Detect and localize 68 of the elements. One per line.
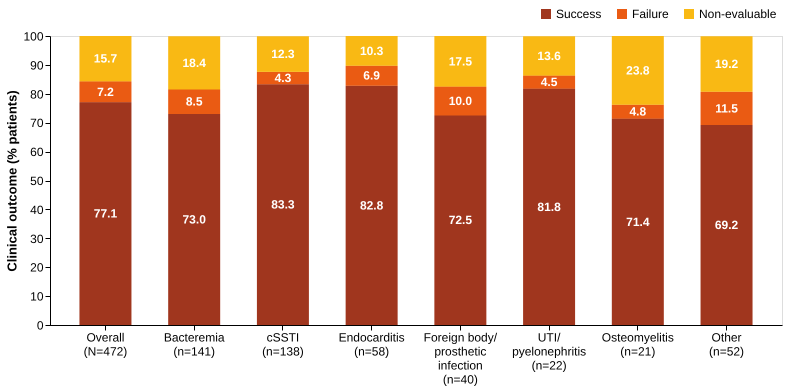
bar [612,118,664,325]
data-label: 83.3 [271,198,295,212]
data-label: 19.2 [714,57,739,72]
data-label: 82.8 [360,198,384,212]
data-label: 81.8 [537,200,562,214]
bar [434,86,486,116]
x-tick-label: Endocarditis (n=58) [338,330,405,358]
x-tick-label: Osteomyelitis (n=21) [602,330,674,358]
y-axis-title: Clinical outcome (% patients) [4,90,20,272]
legend-label: Success [556,7,602,21]
bar [346,86,398,325]
bar [700,36,753,92]
bar [168,89,220,114]
y-tick-label: 90 [30,58,44,72]
data-label: 17.5 [448,54,472,68]
data-label: 10.3 [360,44,384,58]
x-tick-label: Bacteremia (n=141) [164,330,225,358]
data-label: 10.0 [448,94,472,108]
y-tick-label: 40 [30,202,44,217]
bar [256,36,309,72]
data-label: 7.2 [97,84,114,99]
bar [523,88,576,325]
y-tick-label: 60 [30,145,44,160]
x-tick-label: UTI/ pyelonephritis (n=22) [512,330,586,372]
y-tick-label: 30 [30,232,44,246]
data-label: 13.6 [537,48,562,63]
x-tick-label: Overall (N=472) [84,330,128,358]
data-label: 11.5 [715,101,738,116]
data-label: 15.7 [94,52,118,66]
bar [79,36,132,82]
bar [700,92,753,126]
bar [168,36,220,90]
x-tick-label: Foreign body/ prosthetic infection (n=40) [424,330,498,386]
bar [612,36,664,105]
bar [79,81,132,102]
y-tick-label: 10 [30,290,44,304]
bar [256,84,309,325]
bar [434,115,486,325]
data-label: 77.1 [94,206,118,221]
bar [523,36,576,76]
y-tick-label: 50 [30,174,44,188]
data-label: 4.5 [540,75,558,90]
data-label: 6.9 [363,68,380,83]
data-label: 71.4 [626,214,650,229]
y-tick-label: 70 [30,116,44,130]
data-label: 4.8 [629,104,646,119]
bar [168,114,220,325]
y-tick-label: 0 [36,318,44,332]
data-label: 8.5 [186,94,203,109]
data-label: 72.5 [448,213,472,228]
data-label: 73.0 [182,212,206,227]
y-tick-label: 20 [30,260,44,275]
data-label: 4.3 [274,71,292,86]
legend-label: Failure [632,7,670,21]
data-label: 23.8 [626,63,650,78]
data-label: 12.3 [271,47,295,62]
x-tick-label: Other (n=52) [709,330,744,358]
data-label: 69.2 [714,218,739,232]
bar [434,36,486,87]
bar [346,66,398,86]
bar [346,36,398,66]
x-tick-label: cSSTI (n=138) [262,330,304,358]
data-label: 18.4 [182,56,206,70]
bar [700,125,753,325]
bar [79,102,132,325]
legend-label: Non-evaluable [699,7,777,21]
y-tick-label: 100 [23,30,44,44]
y-tick-label: 80 [30,87,44,102]
